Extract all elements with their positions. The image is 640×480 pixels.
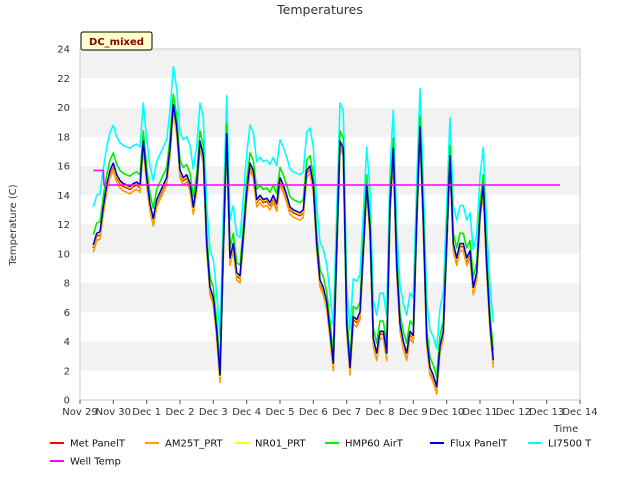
y-tick-label: 20 xyxy=(57,103,70,114)
y-tick-label: 6 xyxy=(64,308,70,319)
x-tick-label: Dec 6 xyxy=(299,407,328,418)
y-tick-label: 22 xyxy=(57,74,70,85)
legend-label: Met PanelT xyxy=(70,439,126,450)
x-tick-label: Dec 13 xyxy=(529,407,564,418)
grid-band xyxy=(80,107,580,137)
x-tick-label: Dec 1 xyxy=(132,407,161,418)
y-tick-label: 18 xyxy=(57,132,70,143)
series-line-li7500-t xyxy=(92,65,495,350)
x-tick-label: Dec 14 xyxy=(562,407,597,418)
y-tick-label: 2 xyxy=(64,366,70,377)
x-tick-label: Nov 30 xyxy=(96,407,131,418)
x-tick-label: Dec 9 xyxy=(399,407,428,418)
x-tick-label: Dec 7 xyxy=(332,407,361,418)
grid-band xyxy=(80,195,580,225)
y-tick-label: 14 xyxy=(57,191,70,202)
legend-label: HMP60 AirT xyxy=(345,439,404,450)
x-tick-label: Nov 29 xyxy=(62,407,97,418)
grid-band xyxy=(80,370,580,400)
x-tick-label: Dec 10 xyxy=(429,407,464,418)
grid-band xyxy=(80,78,580,108)
chart-title: Temperatures xyxy=(276,2,363,17)
grid-band xyxy=(80,136,580,166)
legend-label: LI7500 T xyxy=(548,439,592,450)
legend: Met PanelT AM25T_PRT NR01_PRT HMP60 AirT Flu… xyxy=(50,439,592,468)
dataset-badge: DC_mixed xyxy=(80,31,153,51)
x-axis-label: Time xyxy=(553,424,578,435)
plot-area xyxy=(79,48,581,401)
legend-label: AM25T_PRT xyxy=(165,439,224,450)
y-tick-label: 8 xyxy=(64,279,70,290)
y-tick-label: 0 xyxy=(64,396,70,407)
series-lines xyxy=(92,65,560,395)
series-line-flux-panelt xyxy=(92,103,495,388)
x-tick-label: Dec 2 xyxy=(166,407,195,418)
grid-band xyxy=(80,224,580,254)
x-tick-label: Dec 3 xyxy=(199,407,228,418)
y-tick-label: 16 xyxy=(57,162,70,173)
x-tick-label: Dec 12 xyxy=(496,407,531,418)
y-tick-label: 10 xyxy=(57,249,70,260)
x-tick-label: Dec 4 xyxy=(232,407,261,418)
y-axis-label: Temperature (C) xyxy=(8,184,19,266)
grid-band xyxy=(80,253,580,283)
legend-label: NR01_PRT xyxy=(255,439,306,450)
plot-background-bands xyxy=(80,49,580,400)
y-tick-label: 12 xyxy=(57,220,70,231)
dataset-badge-text: DC_mixed xyxy=(89,37,144,48)
series-line-well-temp xyxy=(93,169,560,186)
legend-label: Flux PanelT xyxy=(450,439,508,450)
legend-label: Well Temp xyxy=(70,457,121,468)
x-tick-label: Dec 11 xyxy=(462,407,497,418)
x-tick-label: Dec 8 xyxy=(366,407,395,418)
y-tick-label: 24 xyxy=(57,45,70,56)
x-tick-label: Dec 5 xyxy=(266,407,295,418)
y-tick-label: 4 xyxy=(64,337,70,348)
grid-band xyxy=(80,49,580,79)
